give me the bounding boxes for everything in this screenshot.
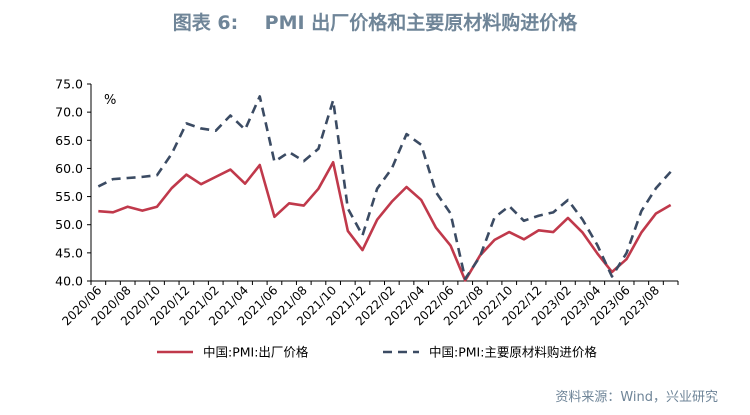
y-tick-label: 40.0 (55, 274, 83, 289)
series-line-output-price (98, 160, 672, 282)
figure-title: 图表 6: PMI 出厂价格和主要原材料购进价格 (172, 12, 578, 34)
y-tick-label: 60.0 (55, 161, 83, 176)
y-tick-label: 50.0 (55, 217, 83, 232)
chart-series (97, 95, 672, 282)
series-line-input-price (97, 95, 672, 281)
y-tick-label: 70.0 (55, 105, 83, 120)
source-note: 资料来源：Wind，兴业研究 (555, 390, 718, 405)
y-axis-unit-label: % (104, 93, 116, 108)
x-axis-ticks: 2020/062020/082020/102020/122021/022021/… (59, 281, 679, 328)
y-tick-label: 75.0 (55, 77, 83, 92)
chart-legend: 中国:PMI:出厂价格 中国:PMI:主要原材料购进价格 (157, 345, 597, 360)
y-tick-label: 55.0 (55, 189, 83, 204)
legend-item-output-price-label: 中国:PMI:出厂价格 (203, 345, 309, 360)
y-tick-label: 45.0 (55, 245, 83, 260)
y-tick-label: 65.0 (55, 133, 83, 148)
y-axis-ticks: 40.0 45.0 50.0 55.0 60.0 65.0 70.0 75.0 (55, 77, 91, 289)
legend-item-input-price-label: 中国:PMI:主要原材料购进价格 (429, 345, 597, 360)
